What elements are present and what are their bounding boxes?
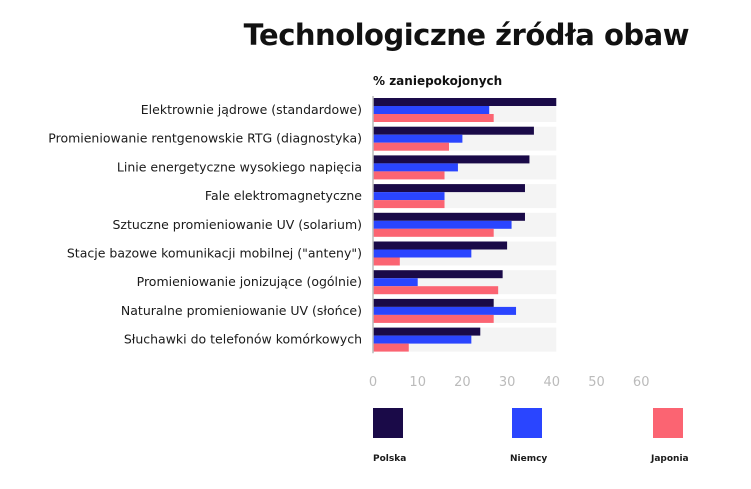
bar-niemcy [373,278,418,287]
category-label: Słuchawki do telefonów komórkowych [124,332,362,347]
bar-polska [373,98,557,106]
legend-label: Japonia [650,454,689,464]
bar-polska [373,212,525,221]
legend-label: Polska [373,454,406,464]
bar-japonia [373,114,494,122]
legend-swatch-polska [373,408,403,438]
bar-japonia [373,171,445,180]
bar-polska [373,241,508,250]
category-label: Sztuczne promieniowanie UV (solarium) [112,217,362,232]
category-label: Stacje bazowe komunikacji mobilnej ("ant… [67,246,362,261]
x-tick-label: 60 [633,375,650,390]
category-label: Promieniowanie jonizujące (ogólnie) [137,274,362,289]
legend-swatch-niemcy [512,408,542,438]
bar-japonia [373,200,445,209]
bar-polska [373,126,534,135]
bar-niemcy [373,220,512,229]
x-tick-label: 20 [454,375,471,390]
category-label: Linie energetyczne wysokiego napięcia [117,159,362,174]
bar-polska [373,155,530,164]
bar-niemcy [373,134,463,143]
legend-label: Niemcy [510,454,547,464]
category-label: Elektrownie jądrowe (standardowe) [141,102,362,117]
bar-niemcy [373,335,472,344]
bar-polska [373,270,503,279]
x-tick-label: 40 [544,375,561,390]
bar-japonia [373,142,449,151]
bar-polska [373,327,481,336]
legend-swatch-japonia [653,408,683,438]
bar-polska [373,184,525,193]
bar-niemcy [373,163,458,172]
x-tick-label: 30 [499,375,516,390]
chart-title: Technologiczne źródła obaw [243,18,690,52]
bar-niemcy [373,106,490,114]
bar-japonia [373,228,494,237]
bar-niemcy [373,192,445,201]
x-tick-label: 50 [588,375,605,390]
bar-polska [373,298,494,307]
bar-niemcy [373,249,472,258]
x-tick-label: 10 [409,375,426,390]
x-tick-label: 0 [369,375,377,390]
bar-japonia [373,286,499,295]
category-label: Fale elektromagnetyczne [205,188,362,203]
axis-label: % zaniepokojonych [373,74,503,88]
category-label: Promieniowanie rentgenowskie RTG (diagno… [48,131,362,146]
bar-japonia [373,257,400,266]
category-label: Naturalne promieniowanie UV (słońce) [121,303,362,318]
bar-niemcy [373,306,517,315]
bar-japonia [373,343,409,352]
bar-japonia [373,314,494,323]
